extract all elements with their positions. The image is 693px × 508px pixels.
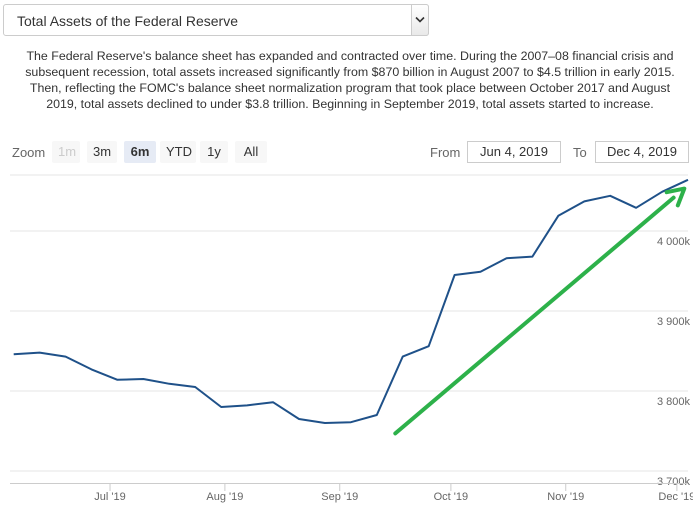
y-tick-label: 4 000k xyxy=(657,236,691,248)
x-tick-label: Dec '19 xyxy=(658,491,693,503)
x-tick-label: Nov '19 xyxy=(547,491,584,503)
zoom-ytd-button[interactable]: YTD xyxy=(160,141,196,163)
zoom-label: Zoom xyxy=(12,145,46,160)
zoom-6m-button[interactable]: 6m xyxy=(124,141,156,163)
chevron-down-icon xyxy=(415,16,425,23)
zoom-1m-button[interactable]: 1m xyxy=(52,141,80,163)
series-line xyxy=(13,178,689,424)
x-tick-label: Sep '19 xyxy=(321,491,358,503)
zoom-3m-button[interactable]: 3m xyxy=(87,141,117,163)
range-to-input[interactable]: Dec 4, 2019 xyxy=(595,141,689,163)
chart-selector-dropdown[interactable]: Total Assets of the Federal Reserve xyxy=(3,4,429,36)
range-to-label: To xyxy=(573,145,587,160)
zoom-1y-button[interactable]: 1y xyxy=(200,141,228,163)
chart-description: The Federal Reserve's balance sheet has … xyxy=(25,49,675,111)
trend-arrow-head xyxy=(664,186,687,208)
x-tick-label: Jul '19 xyxy=(94,491,125,503)
y-tick-label: 3 800k xyxy=(657,396,691,408)
zoom-all-button[interactable]: All xyxy=(235,141,267,163)
range-from-label: From xyxy=(430,145,461,160)
y-tick-label: 3 900k xyxy=(657,316,691,328)
x-tick-label: Oct '19 xyxy=(434,491,469,503)
dropdown-toggle-button[interactable] xyxy=(411,4,429,36)
chart-selector-value: Total Assets of the Federal Reserve xyxy=(17,13,238,29)
range-from-input[interactable]: Jun 4, 2019 xyxy=(467,141,561,163)
x-tick-label: Aug '19 xyxy=(206,491,243,503)
y-tick-label: 3 700k xyxy=(657,476,691,488)
trend-arrow-shaft xyxy=(393,195,676,436)
